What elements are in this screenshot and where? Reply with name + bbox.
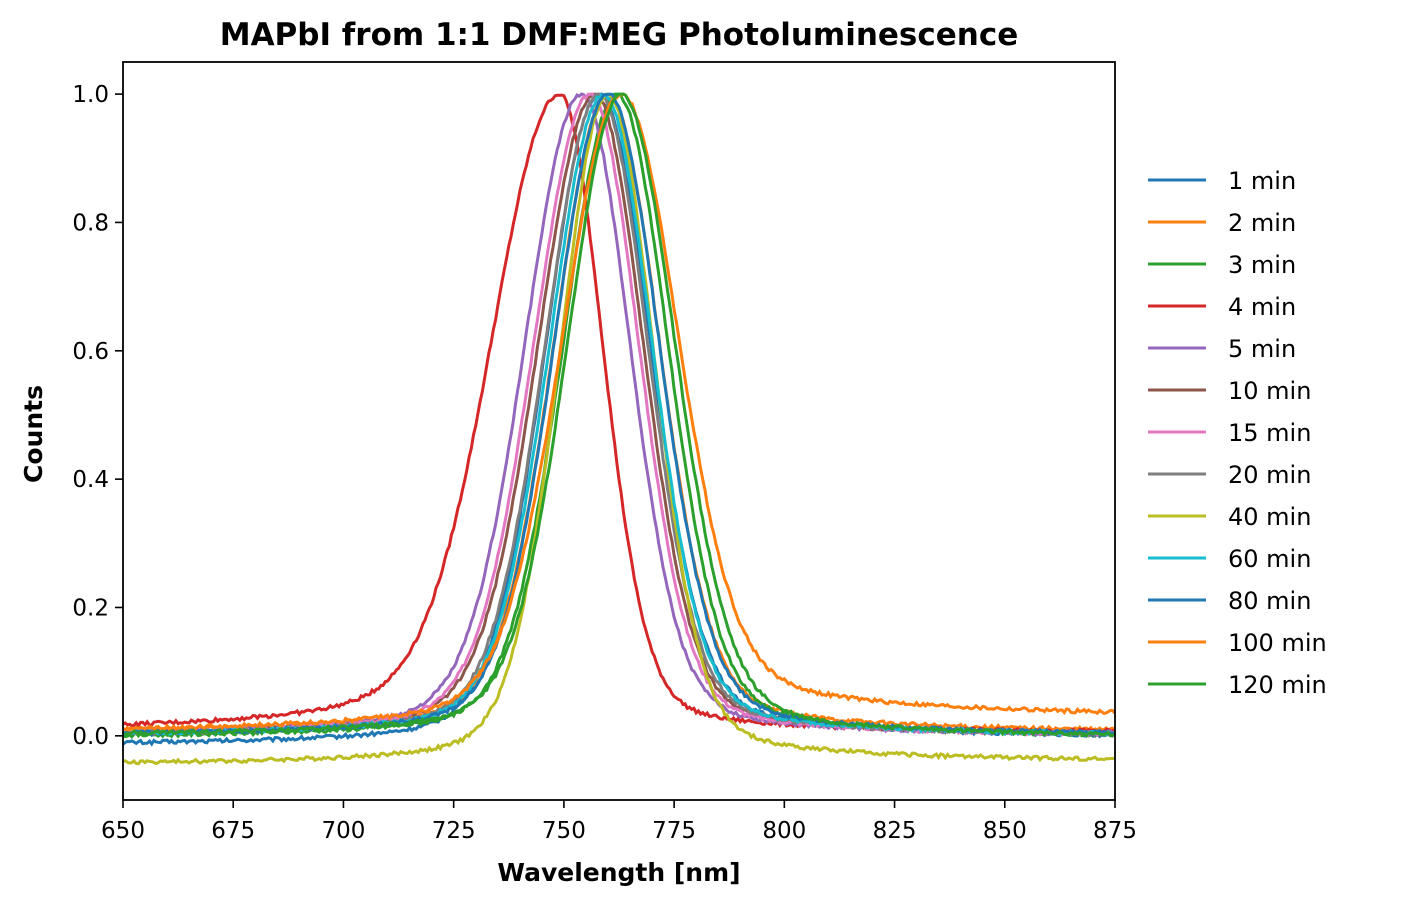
legend-label: 5 min [1228, 335, 1296, 363]
y-tick-label: 1.0 [72, 82, 109, 108]
y-tick-label: 0.4 [72, 467, 109, 493]
x-tick-label: 775 [652, 818, 696, 844]
series-line [122, 92, 1116, 737]
x-tick-label: 800 [762, 818, 806, 844]
legend-label: 3 min [1228, 251, 1296, 279]
legend-label: 2 min [1228, 209, 1296, 237]
legend-label: 60 min [1228, 545, 1311, 573]
legend-label: 1 min [1228, 167, 1296, 195]
chart-title: MAPbI from 1:1 DMF:MEG Photoluminescence [220, 17, 1019, 53]
legend-label: 20 min [1228, 461, 1311, 489]
legend-label: 10 min [1228, 377, 1311, 405]
legend: 1 min 2 min 3 min 4 min 5 min 10 min 15 min 20 … [1148, 167, 1327, 699]
x-tick-label: 700 [321, 818, 365, 844]
y-axis-label: Counts [19, 385, 48, 483]
y-tick-label: 0.8 [72, 210, 109, 236]
legend-label: 80 min [1228, 587, 1311, 615]
x-tick-label: 875 [1093, 818, 1137, 844]
x-tick-label: 825 [873, 818, 917, 844]
legend-label: 100 min [1228, 629, 1327, 657]
legend-label: 120 min [1228, 671, 1327, 699]
y-tick-label: 0.2 [72, 595, 109, 621]
y-tick-label: 0.0 [72, 724, 109, 750]
legend-label: 40 min [1228, 503, 1311, 531]
x-axis-label: Wavelength [nm] [497, 858, 740, 887]
x-tick-label: 750 [542, 818, 586, 844]
series-layer [121, 92, 1117, 766]
legend-label: 4 min [1228, 293, 1296, 321]
y-tick-label: 0.6 [72, 339, 109, 365]
series-line [122, 92, 1116, 766]
x-tick-label: 650 [101, 818, 145, 844]
x-tick-label: 850 [983, 818, 1027, 844]
y-axis-ticks: 0.0 0.2 0.4 0.6 0.8 1.0 [72, 82, 123, 750]
x-tick-label: 725 [432, 818, 476, 844]
x-tick-label: 675 [211, 818, 255, 844]
series-line [122, 92, 1116, 738]
legend-label: 15 min [1228, 419, 1311, 447]
plot-frame [122, 61, 1116, 801]
x-axis-ticks: 650 675 700 725 750 775 800 825 850 875 [101, 800, 1137, 844]
